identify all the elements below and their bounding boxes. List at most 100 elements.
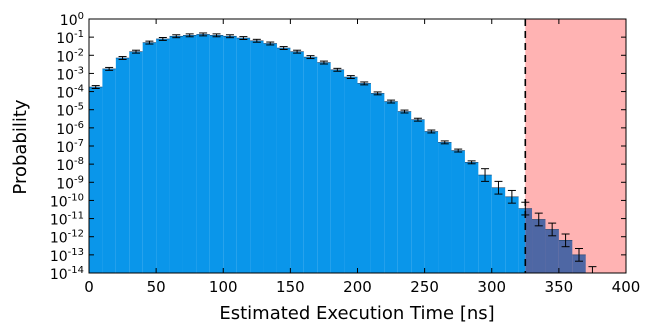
histogram-bar — [129, 51, 143, 274]
error-bar — [387, 99, 396, 104]
error-bar — [131, 49, 140, 54]
error-bar — [333, 67, 342, 72]
histogram-bar — [317, 62, 331, 273]
y-tick-label: 10-7 — [56, 138, 84, 156]
y-tick-label: 10-12 — [50, 229, 84, 247]
y-tick-label: 10-11 — [50, 211, 84, 229]
histogram-bar — [263, 43, 277, 273]
error-bar — [105, 66, 114, 71]
error-bar — [266, 41, 275, 46]
error-bar — [225, 34, 234, 39]
histogram-bar — [196, 34, 210, 273]
histogram-bar — [115, 58, 130, 273]
y-tick-label: 10-1 — [56, 29, 84, 47]
error-bar — [481, 168, 490, 182]
histogram-bar — [505, 196, 519, 273]
histogram-bar — [223, 36, 237, 273]
histogram-bar — [236, 38, 251, 273]
histogram-bar — [411, 119, 425, 273]
x-tick-label: 250 — [410, 278, 439, 296]
histogram-bar — [478, 175, 492, 273]
histogram-bar — [89, 87, 103, 274]
error-bar — [185, 33, 194, 38]
histogram-bar — [209, 35, 224, 274]
histogram-bar — [491, 187, 506, 273]
histogram-bar — [370, 93, 385, 273]
histogram-bar — [572, 254, 586, 273]
error-bar — [467, 160, 476, 165]
histogram-bar — [532, 219, 546, 273]
x-tick-label: 350 — [545, 278, 574, 296]
x-tick-label: 200 — [343, 278, 372, 296]
histogram-bar — [330, 69, 345, 273]
y-tick-label: 10-9 — [56, 174, 84, 192]
error-bar — [507, 189, 516, 204]
y-tick-label: 10-2 — [56, 47, 84, 65]
y-axis-label: Probability — [10, 99, 31, 194]
histogram-bar — [303, 57, 318, 273]
histogram-bar — [182, 35, 197, 274]
error-bar — [252, 38, 261, 43]
histogram-bar — [169, 36, 183, 273]
x-tick-label: 300 — [477, 278, 506, 296]
error-bar — [306, 55, 315, 60]
histogram-bar — [558, 240, 573, 273]
histogram-bar-beyond-threshold — [525, 208, 533, 273]
error-bar — [534, 212, 543, 227]
error-bar — [319, 60, 328, 65]
error-bar — [91, 85, 100, 89]
error-bar — [427, 129, 436, 134]
error-bar — [158, 37, 167, 41]
error-bar — [440, 140, 449, 145]
x-tick-label: 50 — [147, 278, 166, 296]
histogram-bar — [250, 40, 264, 274]
y-tick-label: 10-13 — [50, 247, 84, 265]
x-axis-label: Estimated Execution Time [ns] — [219, 303, 494, 324]
histogram-bar — [102, 68, 116, 274]
error-bar — [373, 91, 382, 96]
error-bar — [400, 109, 409, 114]
histogram-bar — [357, 83, 371, 274]
histogram-bar — [397, 111, 412, 274]
error-bar — [561, 233, 570, 248]
x-tick-label: 0 — [84, 278, 94, 296]
histogram-bar — [344, 77, 358, 273]
error-bar — [346, 75, 355, 80]
histogram-bar — [438, 142, 452, 273]
error-bar — [199, 32, 208, 37]
y-tick-label: 10-14 — [50, 265, 84, 283]
histogram-bar — [424, 131, 439, 273]
error-bar — [279, 46, 288, 50]
histogram-bar — [545, 229, 559, 273]
error-bar — [172, 34, 181, 39]
y-tick-label: 10-10 — [50, 192, 84, 210]
histogram-bar — [464, 162, 479, 273]
x-tick-label: 150 — [276, 278, 305, 296]
x-tick-label: 400 — [612, 278, 641, 296]
error-bar — [548, 222, 557, 237]
error-bar — [145, 40, 154, 45]
histogram-bar — [290, 51, 304, 274]
histogram-bar — [142, 42, 157, 274]
error-bar — [118, 56, 127, 60]
y-tick-label: 10-8 — [56, 156, 84, 174]
error-bar — [293, 49, 302, 54]
histogram-bar — [518, 208, 526, 273]
y-tick-label: 10-6 — [56, 120, 84, 138]
error-bar — [239, 36, 248, 41]
y-tick-label: 100 — [60, 11, 84, 29]
histogram-bar — [276, 48, 291, 274]
error-bar — [212, 33, 221, 38]
y-tick-label: 10-5 — [56, 102, 84, 120]
error-bar — [454, 148, 463, 153]
histogram-bar — [451, 150, 465, 273]
error-bar — [360, 81, 369, 86]
error-bar — [494, 180, 503, 195]
error-bar — [413, 117, 422, 122]
x-tick-label: 100 — [209, 278, 238, 296]
error-bar — [575, 248, 584, 262]
y-tick-label: 10-3 — [56, 65, 84, 83]
histogram-bar — [384, 101, 398, 273]
y-tick-label: 10-4 — [56, 84, 84, 102]
